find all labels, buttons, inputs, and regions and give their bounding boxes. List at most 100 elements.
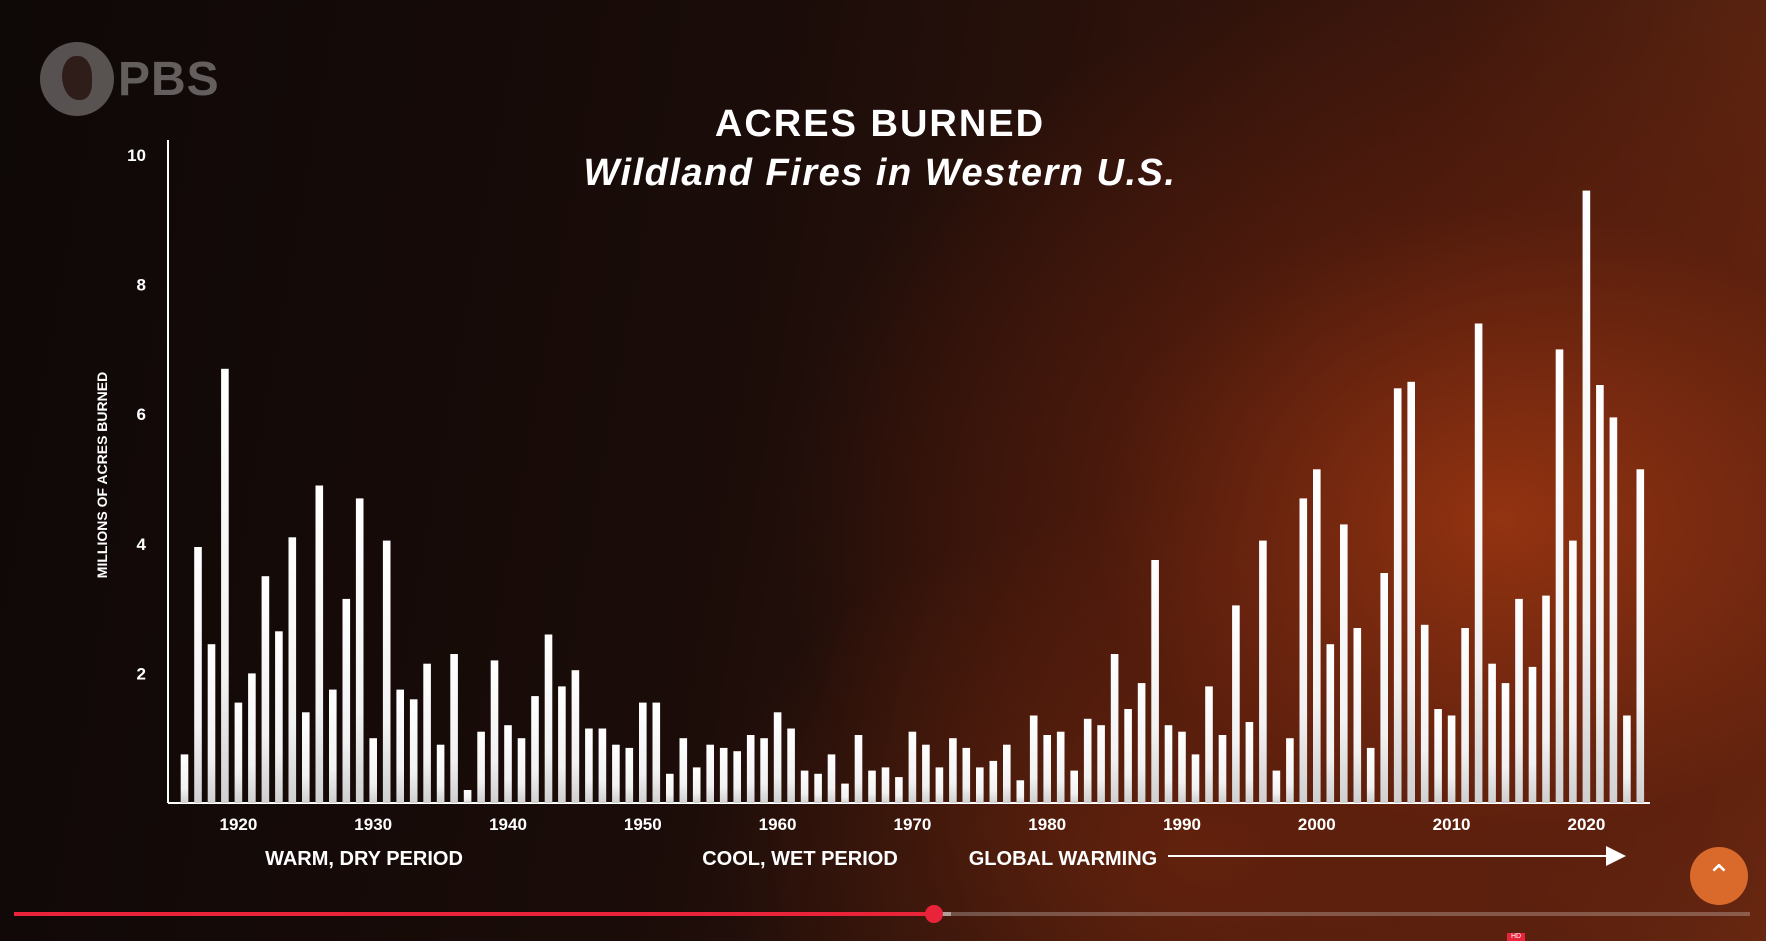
bar-2001 [1326,644,1335,803]
bar-1933 [409,699,418,803]
bar-1984 [1097,725,1105,803]
bar-2017 [1542,595,1550,803]
bar-2022 [1609,417,1618,803]
bar-2000 [1313,469,1321,803]
bar-1999 [1299,498,1308,803]
progress-played [14,912,935,916]
x-tick-label: 2000 [1298,815,1336,834]
bar-1960 [773,712,782,803]
x-tick-label: 1970 [893,815,931,834]
bar-1952 [666,773,674,803]
bar-1936 [450,654,458,803]
bar-1961 [787,728,795,803]
annotation-global-warming: GLOBAL WARMING [969,848,1158,870]
bar-1992 [1205,686,1213,803]
bar-1948 [612,744,620,803]
bar-1983 [1083,718,1092,803]
y-tick-labels: 2 4 6 8 10 [127,146,146,683]
bar-1993 [1218,735,1227,803]
bar-1986 [1124,709,1132,803]
bar-2010 [1447,715,1456,803]
bar-1994 [1232,605,1240,803]
bar-1964 [827,754,836,803]
bar-2023 [1623,715,1631,803]
bar-2018 [1555,349,1564,803]
annotation-warm-dry-period: WARM, DRY PERIOD [265,848,463,870]
x-tick-label: 1940 [489,815,527,834]
bar-2016 [1528,666,1537,803]
bar-2021 [1596,385,1604,803]
bar-1920 [234,702,243,803]
bar-1980 [1043,735,1051,803]
bar-1981 [1056,731,1065,803]
bar-1971 [922,744,930,803]
x-tick-label: 1960 [759,815,797,834]
bar-1930 [369,738,377,803]
bar-1985 [1110,654,1119,803]
y-axis-label: MILLIONS OF ACRES BURNED [94,372,110,578]
progress-scrubber-handle[interactable] [925,905,944,923]
bar-2020 [1582,190,1591,804]
bar-1929 [355,498,364,803]
bar-2009 [1434,709,1442,803]
bar-1925 [302,712,310,803]
bar-1943 [544,634,553,803]
bar-1949 [625,747,634,803]
bar-1927 [329,689,337,803]
bar-1991 [1191,754,1200,803]
bar-1989 [1164,725,1173,803]
x-tick-label: 2020 [1567,815,1605,834]
bar-1977 [1003,744,1011,803]
bar-1939 [490,660,499,803]
bar-1935 [436,744,445,803]
bar-1990 [1178,731,1186,803]
pbs-head-icon [40,42,114,116]
bar-1947 [598,728,607,803]
video-progress-bar[interactable] [14,905,1750,923]
y-tick-label: 8 [137,276,146,295]
bar-1923 [275,631,283,803]
x-tick-label: 1990 [1163,815,1201,834]
bar-2011 [1461,628,1469,803]
bar-1924 [288,537,297,803]
bar-1931 [382,540,391,803]
bar-1921 [248,673,256,803]
annotation-cool-wet-period: COOL, WET PERIOD [702,848,898,870]
bar-1951 [652,702,661,803]
bar-1963 [814,773,822,803]
bar-1970 [908,731,917,803]
bar-1978 [1016,780,1025,803]
y-tick-label: 6 [137,405,146,424]
y-tick-label: 10 [127,146,146,165]
bar-2024 [1636,469,1645,803]
bar-2005 [1380,573,1388,803]
bar-1973 [949,738,957,803]
bar-1957 [733,751,741,803]
bar-1958 [746,735,755,803]
x-tick-labels: 1920 1930 1940 1950 1960 1970 1980 1990 2000 2010… [219,815,1605,834]
chart-subtitle: Wildland Fires in Western U.S. [584,152,1177,194]
bar-1966 [854,735,863,803]
bar-1955 [706,744,714,803]
chart-title: ACRES BURNED [715,103,1045,145]
bar-1988 [1151,560,1159,803]
bar-2006 [1393,388,1402,803]
bar-1934 [423,663,431,803]
bar-2007 [1407,381,1415,803]
pbs-logo: PBS [40,42,220,116]
up-arrow-icon: ⌃ [1706,858,1732,894]
bar-1979 [1029,715,1038,803]
x-tick-label: 1950 [624,815,662,834]
bars [180,190,1645,804]
bar-1974 [962,747,971,803]
up-arrow-button[interactable]: ⌃ [1690,847,1748,905]
x-tick-label: 1920 [219,815,257,834]
bar-1975 [976,767,984,803]
bar-1965 [841,783,849,803]
x-tick-label: 1930 [354,815,392,834]
bar-1917 [194,547,202,803]
bar-1946 [585,728,593,803]
bar-1940 [504,725,512,803]
bar-1950 [639,702,647,803]
